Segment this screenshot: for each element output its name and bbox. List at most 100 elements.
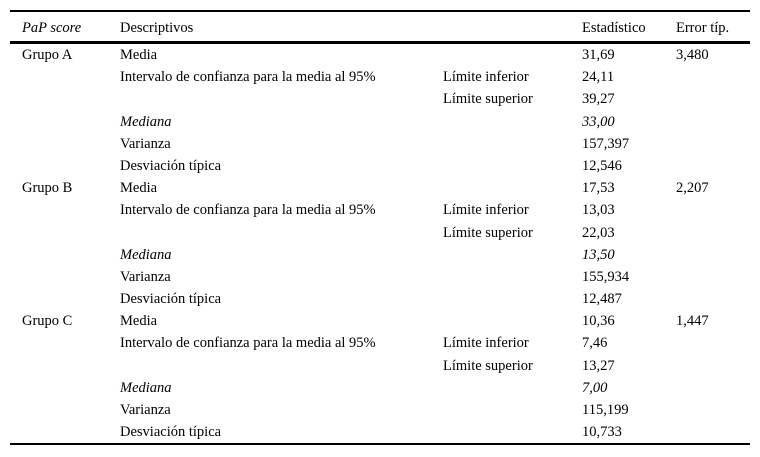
statistic-cell: 157,397 (582, 135, 630, 152)
statistic-cell: 10,36 (582, 313, 615, 330)
table-row: Grupo B Media 17,53 2,207 (10, 177, 750, 199)
statistic-cell: 155,934 (582, 268, 630, 285)
table-row: Grupo A Media 31,69 3,480 (10, 44, 750, 66)
group-cell (10, 88, 120, 110)
group-cell (10, 421, 120, 443)
group-cell: Grupo A (22, 47, 73, 63)
descriptor-cell: Varianza (120, 402, 171, 418)
group-cell (10, 288, 120, 310)
table-row: Varianza 157,397 (10, 133, 750, 155)
statistic-cell: 39,27 (582, 91, 615, 108)
descriptor-cell: Mediana (120, 246, 172, 263)
column-header-descriptivos: Descriptivos (120, 20, 194, 36)
sublabel-cell (443, 44, 582, 66)
group-cell (10, 332, 120, 354)
column-header-estadistico: Estadístico (582, 20, 646, 36)
descriptor-cell (120, 355, 443, 377)
group-cell: Grupo B (22, 180, 73, 197)
sublabel-cell (443, 266, 582, 288)
group-cell: Grupo C (22, 313, 73, 330)
error-cell (676, 355, 750, 377)
sublabel-cell: Límite superior (443, 357, 533, 374)
descriptor-cell: Varianza (120, 268, 171, 285)
sublabel-cell (443, 111, 582, 133)
table-row: Desviación típica 12,546 (10, 155, 750, 177)
sublabel-cell (443, 177, 582, 199)
group-cell (10, 222, 120, 244)
table-row: Intervalo de confianza para la media al … (10, 199, 750, 221)
statistic-cell: 22,03 (582, 224, 615, 241)
error-cell (676, 332, 750, 354)
table-row: Mediana 13,50 (10, 244, 750, 266)
descriptor-cell: Varianza (120, 135, 171, 152)
statistic-cell: 33,00 (582, 113, 615, 130)
column-header-error-tip: Error típ. (676, 20, 730, 36)
group-cell (10, 66, 120, 88)
group-cell (10, 266, 120, 288)
table-row: Límite superior 13,27 (10, 355, 750, 377)
table-row: Límite superior 22,03 (10, 222, 750, 244)
group-cell (10, 155, 120, 177)
statistic-cell: 31,69 (582, 47, 615, 63)
column-header-sub (443, 12, 582, 44)
descriptor-cell (120, 222, 443, 244)
table-row: Desviación típica 10,733 (10, 421, 750, 443)
sublabel-cell: Límite superior (443, 91, 533, 108)
error-cell: 1,447 (676, 313, 709, 330)
sublabel-cell (443, 133, 582, 155)
error-cell (676, 199, 750, 221)
table-row: Intervalo de confianza para la media al … (10, 66, 750, 88)
sublabel-cell: Límite inferior (443, 202, 529, 219)
error-cell (676, 111, 750, 133)
error-cell (676, 222, 750, 244)
column-header-pap-score: PaP score (22, 20, 82, 36)
statistic-cell: 115,199 (582, 402, 629, 418)
table-row: Varianza 115,199 (10, 399, 750, 421)
statistic-cell: 10,733 (582, 424, 622, 441)
error-cell (676, 399, 750, 421)
statistic-cell: 17,53 (582, 180, 615, 197)
group-cell (10, 377, 120, 399)
descriptives-table: PaP score Descriptivos Estadístico Error… (10, 10, 750, 446)
error-cell: 2,207 (676, 180, 709, 197)
table-row: Mediana 33,00 (10, 111, 750, 133)
error-cell (676, 266, 750, 288)
descriptor-cell: Desviación típica (120, 157, 222, 174)
table-row: Intervalo de confianza para la media al … (10, 332, 750, 354)
table-row: Límite superior 39,27 (10, 88, 750, 110)
descriptor-cell: Media (120, 180, 158, 197)
error-cell: 3,480 (676, 47, 709, 63)
group-cell (10, 244, 120, 266)
group-cell (10, 111, 120, 133)
sublabel-cell (443, 244, 582, 266)
group-cell (10, 133, 120, 155)
statistic-cell: 13,50 (582, 246, 615, 263)
statistic-cell: 24,11 (582, 69, 615, 86)
descriptor-cell (120, 88, 443, 110)
header-row: PaP score Descriptivos Estadístico Error… (10, 12, 750, 44)
group-cell (10, 199, 120, 221)
error-cell (676, 244, 750, 266)
statistic-cell: 12,487 (582, 291, 622, 308)
descriptor-cell: Mediana (120, 379, 172, 396)
sublabel-cell (443, 399, 582, 421)
table-row: Grupo C Media 10,36 1,447 (10, 310, 750, 332)
descriptor-cell: Desviación típica (120, 291, 222, 308)
error-cell (676, 133, 750, 155)
sublabel-cell (443, 288, 582, 310)
sublabel-cell (443, 155, 582, 177)
error-cell (676, 155, 750, 177)
descriptor-cell: Media (120, 313, 158, 330)
sublabel-cell: Límite inferior (443, 69, 529, 86)
descriptor-cell: Desviación típica (120, 424, 222, 441)
sublabel-cell (443, 377, 582, 399)
statistic-cell: 7,46 (582, 335, 608, 352)
table-row: Mediana 7,00 (10, 377, 750, 399)
statistic-cell: 12,546 (582, 157, 622, 174)
sublabel-cell (443, 421, 582, 443)
error-cell (676, 88, 750, 110)
table-row: Varianza 155,934 (10, 266, 750, 288)
descriptor-cell: Intervalo de confianza para la media al … (120, 335, 376, 352)
descriptor-cell: Mediana (120, 113, 172, 130)
statistic-cell: 13,27 (582, 357, 615, 374)
